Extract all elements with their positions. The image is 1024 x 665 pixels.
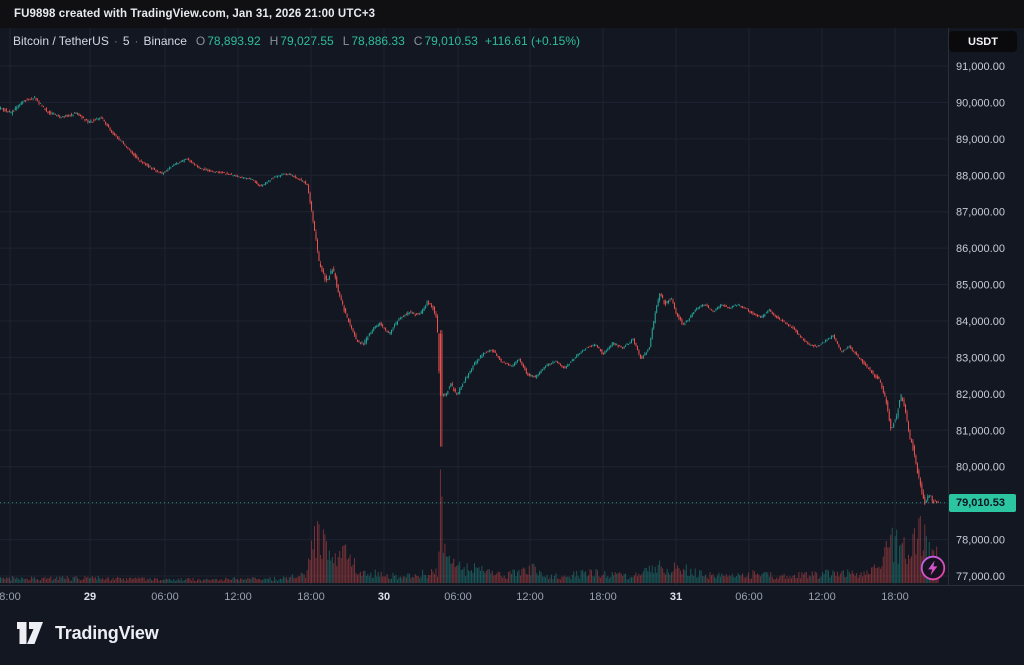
svg-text:82,000.00: 82,000.00 [956, 389, 1005, 401]
exchange-name[interactable]: Binance [143, 34, 187, 48]
price-chart-canvas[interactable]: 91,000.00 90,000.00 89,000.00 88,000.00 87,0… [0, 28, 1024, 665]
svg-text:12:00: 12:00 [224, 591, 252, 603]
close-value: 79,010.53 [424, 34, 478, 48]
svg-text:18:00: 18:00 [297, 591, 325, 603]
svg-text:77,000.00: 77,000.00 [956, 571, 1005, 583]
svg-text:89,000.00: 89,000.00 [956, 134, 1005, 146]
svg-text:80,000.00: 80,000.00 [956, 462, 1005, 474]
low-label: L [342, 34, 350, 48]
svg-text:06:00: 06:00 [151, 591, 179, 603]
boost-flash-icon[interactable] [920, 555, 946, 581]
svg-text:06:00: 06:00 [444, 591, 472, 603]
svg-text:29: 29 [84, 591, 96, 603]
svg-text:12:00: 12:00 [516, 591, 544, 603]
close-label: C [413, 34, 423, 48]
header-attribution: FU9898 created with TradingView.com, Jan… [14, 8, 376, 20]
svg-text:18:00: 18:00 [881, 591, 909, 603]
last-price-label: 79,010.53 [949, 493, 1016, 512]
header-bar: FU9898 created with TradingView.com, Jan… [0, 0, 1024, 28]
tradingview-logo-text: TradingView [55, 622, 159, 643]
price-change: +116.61 (+0.15%) [484, 34, 581, 48]
svg-text:8:00: 8:00 [0, 591, 21, 603]
svg-text:81,000.00: 81,000.00 [956, 425, 1005, 437]
svg-text:90,000.00: 90,000.00 [956, 97, 1005, 109]
legend-separator: · [134, 34, 139, 48]
tradingview-logo[interactable]: TradingView [16, 620, 159, 646]
flash-icon-graphic [920, 555, 946, 581]
legend-separator: · [113, 34, 118, 48]
svg-text:31: 31 [670, 591, 682, 603]
svg-text:18:00: 18:00 [589, 591, 617, 603]
svg-text:86,000.00: 86,000.00 [956, 243, 1005, 255]
svg-text:30: 30 [378, 591, 390, 603]
currency-toggle-button[interactable]: USDT [949, 31, 1017, 52]
open-label: O [195, 34, 206, 48]
interval-label[interactable]: 5 [122, 34, 130, 48]
svg-text:87,000.00: 87,000.00 [956, 207, 1005, 219]
svg-text:06:00: 06:00 [735, 591, 763, 603]
symbol-name[interactable]: Bitcoin / TetherUS [13, 34, 109, 48]
svg-text:84,000.00: 84,000.00 [956, 316, 1005, 328]
open-value: 78,893.92 [207, 34, 261, 48]
high-value: 79,027.55 [280, 34, 334, 48]
svg-text:88,000.00: 88,000.00 [956, 170, 1005, 182]
low-value: 78,886.33 [351, 34, 405, 48]
symbol-legend: Bitcoin / TetherUS · 5 · Binance O 78,89… [13, 34, 580, 48]
tradingview-logo-mark [17, 622, 43, 644]
high-label: H [269, 34, 279, 48]
svg-text:91,000.00: 91,000.00 [956, 61, 1005, 73]
svg-text:83,000.00: 83,000.00 [956, 352, 1005, 364]
svg-text:12:00: 12:00 [808, 591, 836, 603]
svg-text:85,000.00: 85,000.00 [956, 280, 1005, 292]
svg-text:78,000.00: 78,000.00 [956, 535, 1005, 547]
